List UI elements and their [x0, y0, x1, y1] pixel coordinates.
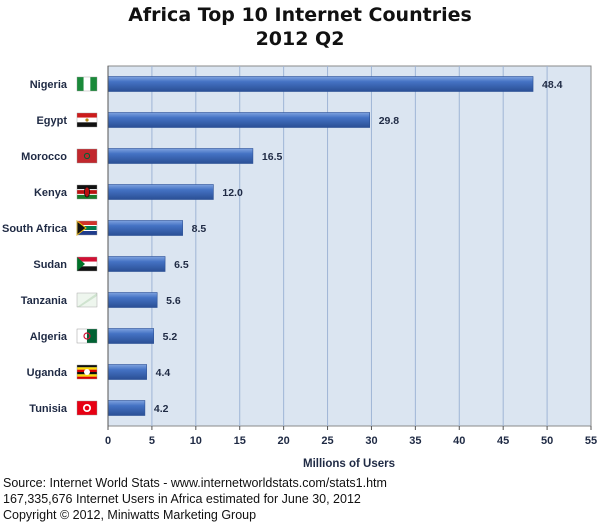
data-label: 8.5: [192, 223, 207, 235]
category-label: Tanzania: [21, 295, 68, 307]
category-label: Kenya: [34, 187, 68, 199]
bars: 48.4 29.8 16.5 12.0 8.5 6.5 5.6 5.2 4.4 4.2: [107, 76, 563, 416]
data-label: 29.8: [379, 115, 400, 127]
category-label: Egypt: [36, 115, 67, 127]
bar-algeria: [107, 328, 154, 344]
x-tick-label: 50: [541, 435, 553, 447]
bar-tunisia: [107, 400, 146, 416]
data-label: 48.4: [542, 79, 563, 91]
x-tick-label: 0: [105, 435, 111, 447]
flags: [76, 76, 98, 416]
bar-egypt: [107, 112, 370, 128]
footer-copyright: Copyright © 2012, Miniwatts Marketing Gr…: [3, 508, 257, 522]
data-label: 6.5: [174, 259, 189, 271]
category-label: Sudan: [33, 259, 67, 271]
chart-subtitle: 2012 Q2: [255, 28, 345, 50]
algeria-flag-icon: [76, 328, 98, 344]
footer-source: Source: Internet World Stats - www.inter…: [3, 476, 387, 490]
data-label: 5.2: [163, 331, 178, 343]
tunisia-flag-icon: [76, 400, 98, 416]
bar-south-africa: [107, 220, 183, 236]
x-tick-label: 5: [149, 435, 155, 447]
nigeria-flag-icon: [76, 76, 98, 92]
bar-sudan: [107, 256, 166, 272]
axes: 0 5 10 15 20 25 30 35 40 45 50 55 Nigeria Egypt Morocc…: [2, 66, 597, 447]
data-label: 4.4: [156, 367, 171, 379]
data-label: 12.0: [222, 187, 243, 199]
bar-uganda: [107, 364, 147, 380]
bar-morocco: [107, 148, 254, 164]
sudan-flag-icon: [76, 256, 98, 272]
data-label: 4.2: [154, 403, 169, 415]
x-tick-label: 15: [234, 435, 246, 447]
kenya-flag-icon: [76, 184, 98, 200]
uganda-flag-icon: [76, 364, 98, 380]
footer-estimate: 167,335,676 Internet Users in Africa est…: [3, 492, 361, 506]
x-tick-label: 35: [409, 435, 421, 447]
x-tick-label: 20: [278, 435, 290, 447]
category-label: Morocco: [21, 151, 67, 163]
bar-nigeria: [107, 76, 534, 92]
x-tick-label: 45: [497, 435, 509, 447]
x-tick-label: 40: [453, 435, 465, 447]
bar-tanzania: [107, 292, 158, 308]
bar-kenya: [107, 184, 214, 200]
egypt-flag-icon: [76, 112, 98, 128]
x-tick-label: 25: [321, 435, 333, 447]
tanzania-flag-icon: [76, 292, 98, 308]
x-tick-label: 55: [585, 435, 597, 447]
chart-title: Africa Top 10 Internet Countries: [128, 4, 472, 26]
south-africa-flag-icon: [76, 219, 98, 237]
category-label: Algeria: [30, 331, 68, 343]
x-axis-title: Millions of Users: [303, 458, 395, 470]
category-label: Nigeria: [30, 79, 68, 91]
data-label: 16.5: [262, 151, 283, 163]
x-tick-label: 30: [365, 435, 377, 447]
category-label: Tunisia: [29, 403, 68, 415]
data-label: 5.6: [166, 295, 181, 307]
category-label: Uganda: [27, 367, 68, 379]
category-label: South Africa: [2, 223, 68, 235]
x-tick-label: 10: [190, 435, 202, 447]
morocco-flag-icon: [76, 148, 98, 164]
